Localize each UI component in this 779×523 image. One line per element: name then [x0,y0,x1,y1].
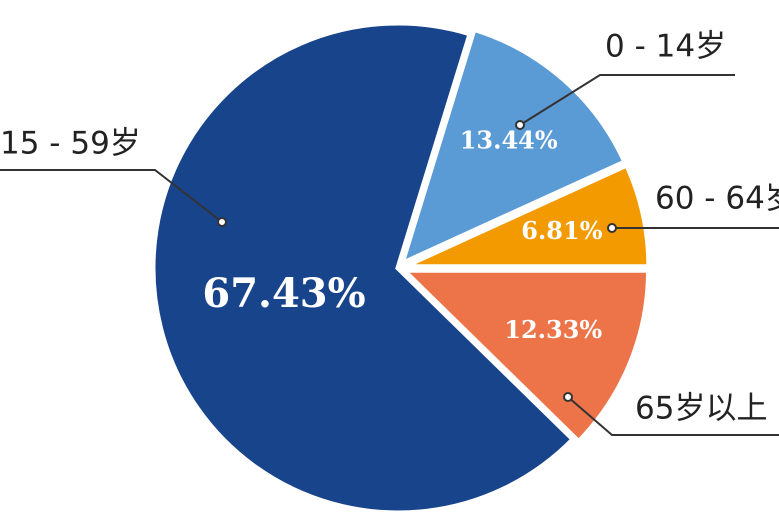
pie-slice [397,26,629,269]
category-label: 0 - 14岁 [605,29,726,65]
category-label: 15 - 59岁 [0,126,141,162]
category-label: 60 - 64岁 [655,181,779,217]
leader-line [0,169,223,223]
pie-slice [397,267,652,446]
value-label: 67.43% [202,270,365,317]
value-label: 6.81% [521,216,602,245]
leader-dot [563,392,573,402]
leader-line [567,396,779,436]
leader-dot [607,223,617,233]
leader-dot [515,120,525,130]
pie-slice [150,20,577,516]
value-label: 13.44% [460,126,558,155]
pie-slice [402,161,652,270]
value-label: 12.33% [504,315,602,344]
leader-dot [217,217,227,227]
leader-line [519,74,735,126]
category-label: 65岁以上 [635,391,767,427]
